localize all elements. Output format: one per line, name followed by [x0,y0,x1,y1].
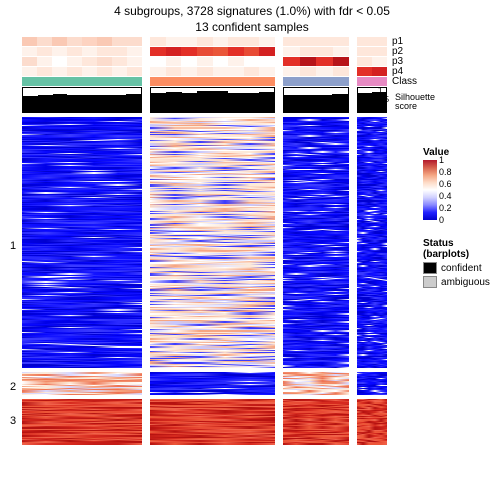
legend-panel: Value10.80.60.40.20Status (barplots)conf… [423,147,504,290]
chart-title: 4 subgroups, 3728 signatures (1.0%) with… [0,0,504,37]
annotation-tracks [22,37,387,87]
annotation-labels: p1p2p3p4Class [392,37,417,87]
silhouette-track [22,87,387,114]
silhouette-label: Silhouettescore10.50 [392,87,417,113]
heatmap-body [22,114,387,444]
